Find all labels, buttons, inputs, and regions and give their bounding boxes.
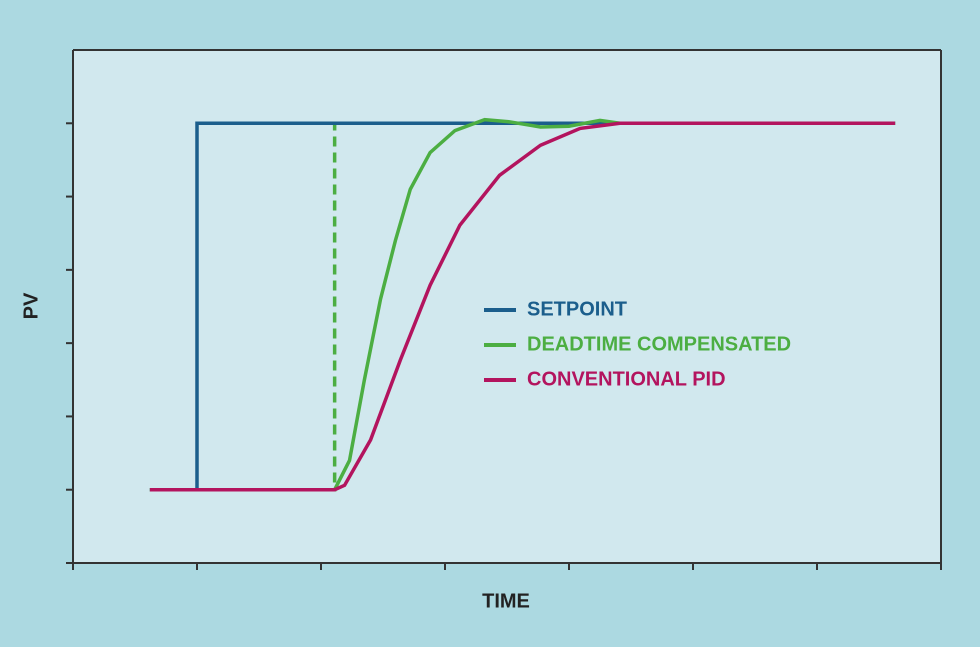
legend-label: DEADTIME COMPENSATED [527,333,791,355]
series-line [149,121,896,492]
series-line [149,117,896,492]
y-axis-label: PV [20,292,42,319]
legend-label: SETPOINT [527,298,627,320]
plot-area [73,50,941,563]
legend-label: CONVENTIONAL PID [527,368,726,390]
x-axis-label: TIME [482,590,530,612]
